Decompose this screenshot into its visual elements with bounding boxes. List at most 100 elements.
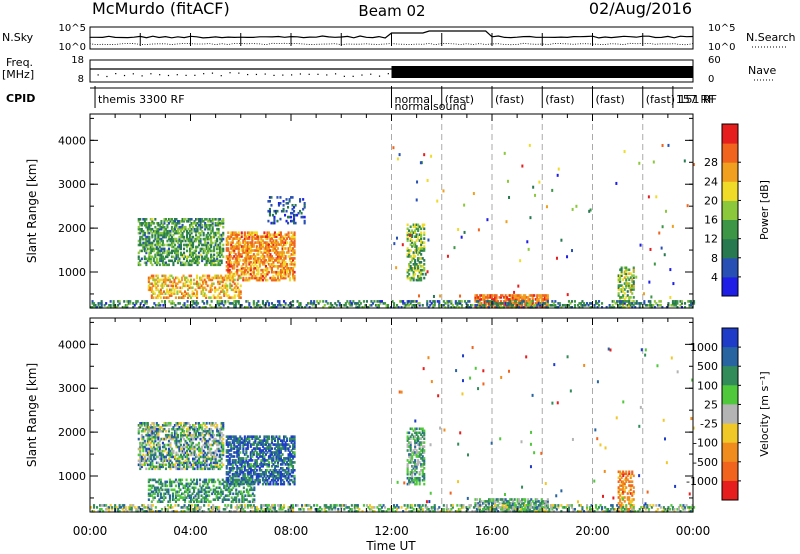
data-cell — [512, 294, 515, 297]
data-cell — [279, 253, 282, 256]
data-cell — [254, 449, 257, 452]
data-cell — [408, 272, 411, 276]
data-cell — [504, 294, 507, 297]
data-cell — [242, 239, 245, 242]
data-cell — [192, 257, 195, 261]
data-cell — [290, 439, 293, 442]
data-cell — [208, 422, 211, 425]
data-cell — [162, 494, 165, 497]
data-cell — [287, 453, 290, 456]
data-cell — [173, 433, 176, 437]
data-cell — [240, 247, 243, 250]
data-cell — [181, 225, 184, 229]
data-cell — [688, 304, 691, 307]
data-cell — [193, 447, 196, 451]
data-cell — [201, 229, 204, 233]
data-cell — [279, 276, 282, 280]
data-cell — [233, 261, 236, 264]
data-cell — [177, 498, 180, 501]
data-cell — [649, 306, 652, 309]
data-cell — [139, 227, 142, 231]
data-cell — [245, 253, 248, 256]
data-cell — [284, 257, 287, 260]
data-cell — [160, 231, 163, 235]
data-cell — [193, 427, 196, 431]
data-cell — [260, 241, 263, 244]
data-cell — [166, 220, 169, 223]
data-cell — [279, 196, 282, 199]
data-cell — [283, 270, 286, 274]
data-cell — [625, 282, 628, 285]
data-cell — [175, 451, 178, 455]
data-cell — [183, 422, 186, 425]
data-cell — [230, 255, 233, 258]
data-cell — [145, 243, 148, 247]
data-cell — [192, 255, 195, 259]
y-tick-label: 1000 — [58, 266, 86, 279]
data-cell — [179, 286, 182, 290]
data-cell — [160, 237, 163, 241]
data-cell — [225, 435, 228, 438]
data-cell — [152, 229, 155, 233]
data-cell — [169, 437, 172, 441]
data-cell — [248, 465, 251, 468]
data-cell — [504, 296, 507, 299]
data-cell — [249, 243, 252, 246]
nave-dot — [317, 73, 319, 75]
data-cell — [260, 245, 263, 248]
data-cell — [536, 298, 539, 301]
data-cell — [650, 304, 653, 307]
data-cell — [287, 268, 290, 272]
data-cell — [208, 449, 211, 453]
data-cell — [276, 441, 279, 444]
data-cell — [292, 304, 295, 307]
data-cell — [377, 304, 380, 307]
data-cell — [190, 445, 193, 449]
data-cell — [219, 218, 222, 221]
data-cell — [159, 284, 162, 288]
data-cell — [142, 229, 145, 233]
data-cell — [406, 237, 409, 240]
data-cell — [276, 476, 279, 480]
data-cell — [184, 424, 187, 427]
data-cell — [620, 288, 623, 291]
data-cell — [148, 467, 151, 471]
data-cell — [292, 451, 295, 454]
data-cell — [533, 294, 536, 297]
data-cell — [303, 219, 306, 223]
data-cell — [190, 241, 193, 245]
data-cell — [278, 237, 281, 240]
data-cell — [291, 219, 294, 223]
data-cell — [623, 276, 626, 279]
data-cell — [254, 465, 257, 468]
data-cell — [195, 463, 198, 467]
data-cell — [178, 235, 181, 239]
data-cell — [186, 463, 189, 467]
data-cell — [216, 302, 219, 305]
data-cell — [219, 433, 222, 437]
data-cell — [163, 302, 166, 305]
data-cell — [190, 251, 193, 255]
data-cell — [264, 459, 267, 462]
data-cell — [255, 235, 258, 238]
data-cell — [671, 302, 674, 305]
data-cell — [198, 255, 201, 259]
data-cell — [279, 270, 282, 274]
data-cell — [622, 294, 625, 297]
data-cell — [143, 455, 146, 459]
data-cell — [418, 247, 421, 250]
data-cell — [167, 222, 170, 225]
data-cell — [483, 298, 486, 301]
data-cell — [267, 447, 270, 450]
data-cell — [179, 496, 182, 499]
data-cell — [249, 276, 252, 280]
data-cell — [509, 294, 512, 297]
data-cell — [279, 449, 282, 452]
data-cell — [537, 298, 540, 301]
data-cell — [183, 237, 186, 241]
data-cell — [192, 222, 195, 225]
data-cell — [210, 427, 213, 431]
data-cell — [406, 239, 409, 242]
data-cell — [264, 439, 267, 442]
data-cell — [500, 294, 503, 297]
